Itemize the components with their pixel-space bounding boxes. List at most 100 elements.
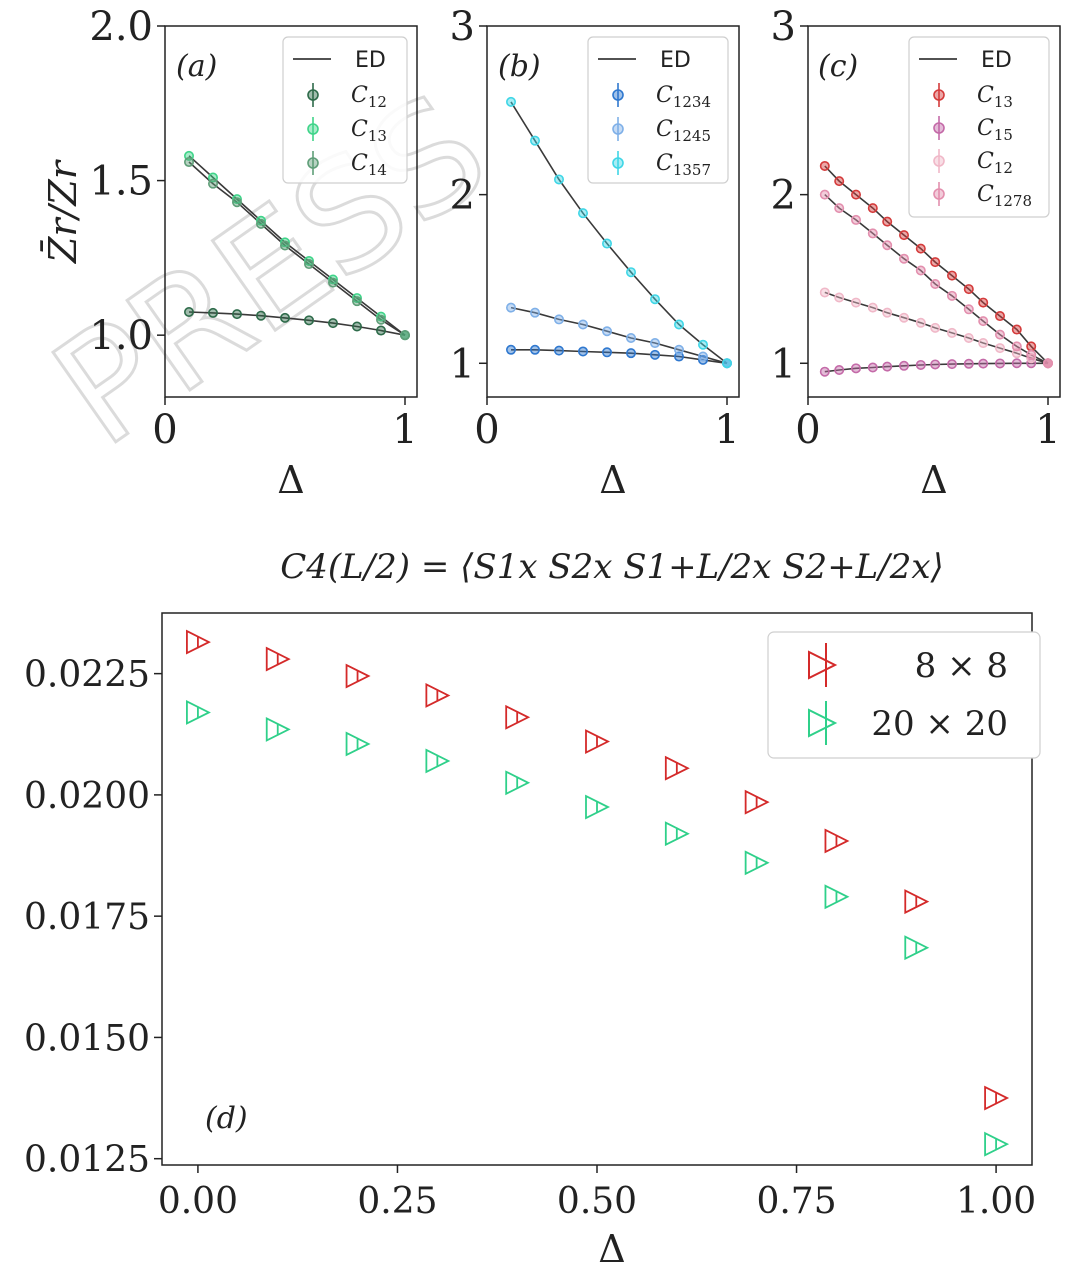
panel-a-xlabel: Δ (277, 458, 304, 502)
legend-marker (612, 89, 624, 101)
data-point (303, 315, 314, 326)
data-point (1026, 341, 1037, 352)
data-point (1026, 353, 1037, 364)
y-tick-label: 0.0125 (24, 1140, 150, 1181)
y-tick-label: 1 (450, 341, 475, 387)
ed-line (188, 161, 406, 336)
data-point (351, 293, 362, 304)
data-point (529, 135, 540, 146)
panel-d-plot: 0.0125 0.0150 0.0175 0.0200 0.0225 0.00 0.25 0.… (24, 629, 1041, 1222)
data-point (898, 230, 909, 241)
legend-box (282, 36, 408, 184)
ed-line (511, 348, 728, 365)
panel-b-frame (486, 25, 740, 398)
data-point (834, 203, 845, 214)
data-point (208, 178, 219, 189)
ed-line (824, 362, 1048, 373)
data-point (1011, 341, 1022, 352)
data-point (819, 160, 830, 171)
data-point (963, 284, 974, 295)
data-point (867, 302, 878, 313)
legend-ed-label: ED (660, 48, 691, 73)
data-point (994, 343, 1005, 354)
y-tick-label: 0.0175 (24, 897, 150, 938)
data-point (819, 366, 830, 377)
data-point (882, 216, 893, 227)
data-point (915, 265, 926, 276)
data-point (505, 302, 516, 313)
data-point (553, 314, 564, 325)
data-point (184, 306, 195, 317)
data-point (978, 338, 989, 349)
data-point (577, 319, 588, 330)
data-point (625, 348, 636, 359)
legend-box (587, 36, 729, 184)
x-tick-label: 0.25 (357, 1181, 437, 1222)
data-point (994, 311, 1005, 322)
legend-ed-label: ED (981, 48, 1012, 73)
data-point (649, 349, 660, 360)
data-point (505, 344, 516, 355)
panel-a-ylabel: Z̄r/Zr (41, 158, 85, 264)
data-point (351, 321, 362, 332)
data-point (279, 312, 290, 323)
data-point (255, 218, 266, 229)
data-point (915, 317, 926, 328)
data-point (915, 359, 926, 370)
data-point (1011, 348, 1022, 359)
data-point (351, 296, 362, 307)
data-point (850, 297, 861, 308)
data-point (208, 307, 219, 318)
panel-c-tag: (c) (818, 49, 858, 84)
data-point (721, 358, 732, 369)
legend-marker (933, 188, 945, 200)
panel-d-title: C4(L/2) = ⟨S1x S2x S1+L/2x S2+L/2x⟩ (280, 547, 944, 587)
data-point (649, 294, 660, 305)
y-tick-label: 1.5 (89, 159, 153, 205)
data-point (577, 208, 588, 219)
data-point (255, 215, 266, 226)
data-point (882, 361, 893, 372)
data-point (625, 267, 636, 278)
x-tick-label: 0.75 (756, 1181, 836, 1222)
data-point (898, 360, 909, 371)
data-point (327, 274, 338, 285)
data-point (232, 194, 243, 205)
data-point (399, 330, 410, 341)
data-point (850, 363, 861, 374)
x-tick-label: 1 (1035, 407, 1060, 453)
data-point (673, 344, 684, 355)
data-point (232, 309, 243, 320)
data-point (834, 365, 845, 376)
ed-line (824, 165, 1049, 364)
data-point (898, 253, 909, 264)
data-point (601, 326, 612, 337)
data-point (601, 238, 612, 249)
data-point (930, 359, 941, 370)
data-point (819, 287, 830, 298)
data-point (697, 354, 708, 365)
data-point (867, 228, 878, 239)
data-point (625, 332, 636, 343)
data-point (994, 329, 1005, 340)
data-point (553, 345, 564, 356)
panel-b-xlabel: Δ (599, 458, 626, 502)
legend-marker (307, 89, 319, 101)
x-tick-label: 0.50 (557, 1181, 637, 1222)
x-tick-label: 1 (392, 407, 417, 453)
data-point (946, 270, 957, 281)
data-point (649, 338, 660, 349)
data-point (882, 240, 893, 251)
legend-marker (612, 157, 624, 169)
data-point (327, 277, 338, 288)
data-point (930, 257, 941, 268)
data-point (303, 259, 314, 270)
ed-line (188, 155, 406, 336)
panel-a-frame (164, 25, 418, 398)
data-point (529, 344, 540, 355)
ed-line (510, 306, 728, 365)
data-point (946, 359, 957, 370)
panel-c-xlabel: Δ (920, 458, 947, 502)
